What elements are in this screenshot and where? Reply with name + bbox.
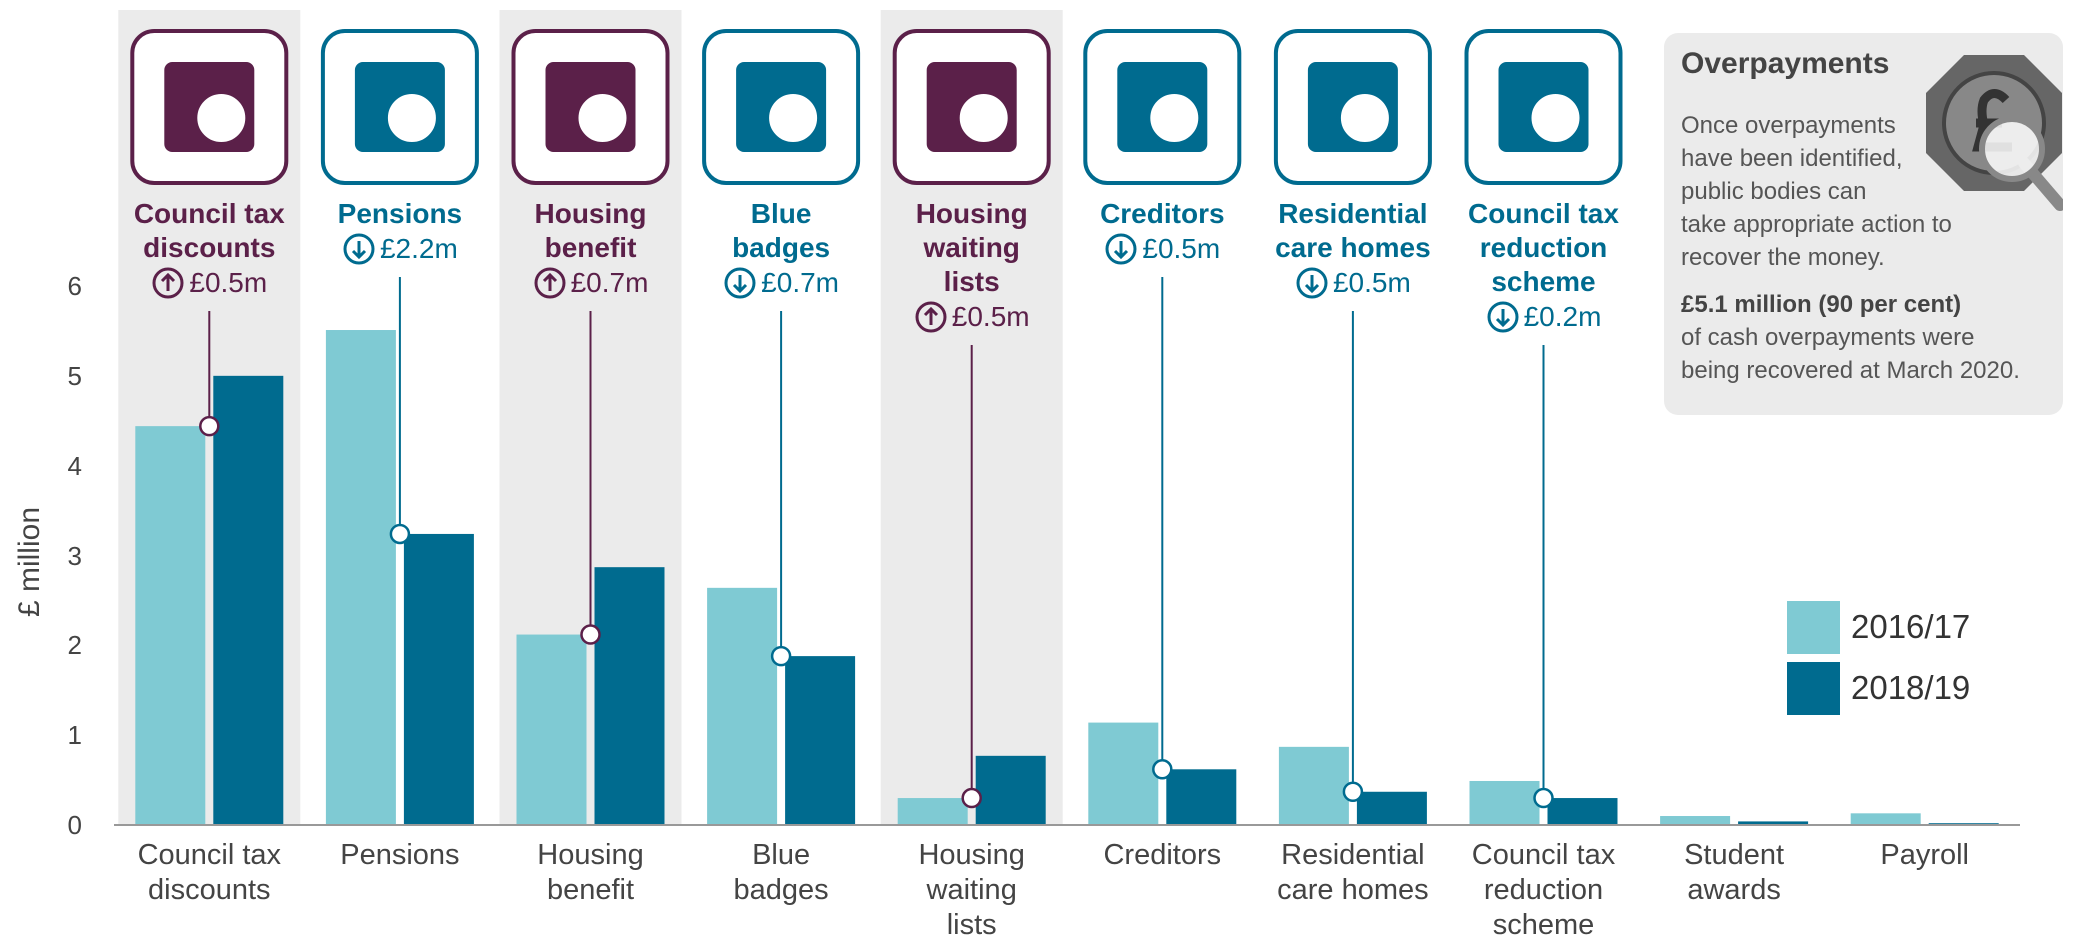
change-marker [961, 787, 982, 809]
direction-icon [724, 267, 756, 299]
bar [1166, 769, 1237, 825]
change-value: £0.5m [189, 267, 268, 298]
info-title: Overpayments [1681, 47, 1890, 80]
annotation-change: £0.2m [1444, 299, 1644, 335]
bar [1278, 746, 1349, 825]
change-value: £0.7m [761, 267, 839, 298]
x-tick-label: Council tax reduction scheme [1471, 839, 1616, 941]
change-marker [1342, 781, 1364, 803]
annotation-change: £0.5m [872, 299, 1072, 335]
annotation-label: Pensions [337, 198, 463, 229]
info-body: Once overpayments have been identified, … [1681, 109, 2021, 401]
direction-icon [343, 233, 375, 265]
legend-swatch [1787, 662, 1840, 715]
annotation-label: Council tax reduction scheme [1468, 198, 1619, 297]
change-marker [1533, 787, 1554, 809]
change-marker [389, 523, 411, 545]
bar [707, 587, 778, 825]
x-tick-label: Student awards [1684, 839, 1785, 906]
direction-icon [152, 267, 184, 299]
icon-glyph [1336, 90, 1393, 146]
direction-icon [1296, 267, 1328, 299]
info-highlight: £5.1 million (90 per cent) [1681, 291, 1962, 318]
legend-swatch [1787, 601, 1840, 654]
x-tick-label: Council tax discounts [137, 839, 282, 906]
x-tick-label: Payroll [1880, 839, 1970, 871]
annotation-change: £0.5m [109, 265, 309, 301]
icon-glyph [765, 90, 822, 146]
y-tick-label: 4 [67, 450, 82, 481]
bar [1088, 722, 1159, 825]
icon-glyph [574, 90, 631, 146]
annotation-change: £0.7m [681, 265, 881, 301]
legend-label: 2016/17 [1851, 608, 1971, 645]
bar [594, 567, 665, 825]
change-value: £0.7m [570, 267, 649, 298]
x-tick-label: Residential care homes [1277, 839, 1429, 906]
bar [1738, 821, 1809, 825]
change-marker [770, 645, 792, 667]
x-tick-label: Pensions [340, 839, 460, 871]
info-text2: of cash overpayments were being recovere… [1681, 324, 2020, 384]
bar [1660, 816, 1731, 825]
x-tick-label: Housing benefit [537, 839, 644, 906]
change-marker [199, 415, 220, 437]
marks [135, 330, 1999, 825]
direction-icon [1487, 301, 1519, 333]
icon-glyph [383, 90, 440, 146]
annotation-change: £0.5m [1062, 231, 1262, 267]
annotation-label: Blue badges [732, 198, 831, 263]
y-tick-label: 0 [67, 810, 82, 840]
icon-glyph [1146, 90, 1203, 146]
y-tick-label: 2 [67, 630, 82, 661]
info-box: Overpayments Once overpayments have been… [1664, 33, 2063, 415]
change-marker [1152, 759, 1173, 780]
info-text: Once overpayments have been identified, … [1681, 112, 1952, 271]
y-tick-label: 1 [67, 720, 82, 751]
annotation-label: Housing benefit [534, 198, 647, 263]
icon-glyph [955, 90, 1012, 146]
change-value: £0.5m [951, 301, 1030, 332]
change-marker [580, 624, 601, 645]
direction-icon [1105, 233, 1137, 265]
annotation-label: Residential care homes [1275, 198, 1431, 263]
annotation-label: Housing waiting lists [915, 198, 1028, 297]
direction-icon [534, 267, 566, 299]
change-value: £0.5m [1142, 233, 1221, 264]
bar [213, 375, 284, 825]
bar [975, 755, 1046, 825]
annotation-change: £0.7m [491, 265, 691, 301]
x-tick-label: Housing waiting lists [918, 839, 1025, 941]
icon-glyph [193, 90, 250, 146]
annotation-change: £2.2m [300, 231, 500, 267]
bar [897, 798, 968, 825]
legend-label: 2018/19 [1851, 669, 1971, 706]
icon-glyph [1527, 90, 1584, 146]
bar [1547, 798, 1618, 825]
bar [403, 533, 474, 825]
annotation-label: Council tax discounts [133, 198, 285, 263]
overlay [130, 29, 1623, 809]
bar [325, 330, 396, 825]
y-tick-label: 3 [67, 540, 82, 571]
bar [135, 426, 206, 825]
coin-icon [1926, 55, 2063, 211]
y-tick-label: 5 [67, 360, 82, 391]
bar [516, 634, 587, 825]
x-tick-label: Blue badges [733, 839, 829, 906]
bar [1469, 780, 1540, 825]
bar [1356, 791, 1427, 825]
change-value: £0.2m [1523, 301, 1602, 332]
change-value: £0.5m [1332, 267, 1411, 298]
x-tick-label: Creditors [1103, 839, 1222, 871]
change-value: £2.2m [379, 233, 458, 264]
bar [785, 656, 856, 825]
y-tick-label: 6 [67, 271, 82, 301]
annotation-change: £0.5m [1253, 265, 1453, 301]
bar [1850, 813, 1921, 825]
direction-icon [915, 301, 947, 333]
annotation-label: Creditors [1100, 198, 1225, 229]
